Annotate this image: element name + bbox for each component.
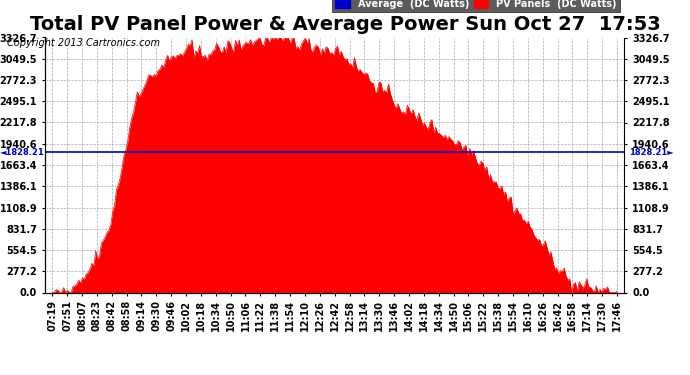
Text: ◄1828.21: ◄1828.21 — [0, 148, 45, 157]
Text: Copyright 2013 Cartronics.com: Copyright 2013 Cartronics.com — [7, 38, 160, 48]
Text: Total PV Panel Power & Average Power Sun Oct 27  17:53: Total PV Panel Power & Average Power Sun… — [30, 15, 660, 34]
Legend: Average  (DC Watts), PV Panels  (DC Watts): Average (DC Watts), PV Panels (DC Watts) — [333, 0, 620, 12]
Text: 1828.21►: 1828.21► — [629, 148, 673, 157]
